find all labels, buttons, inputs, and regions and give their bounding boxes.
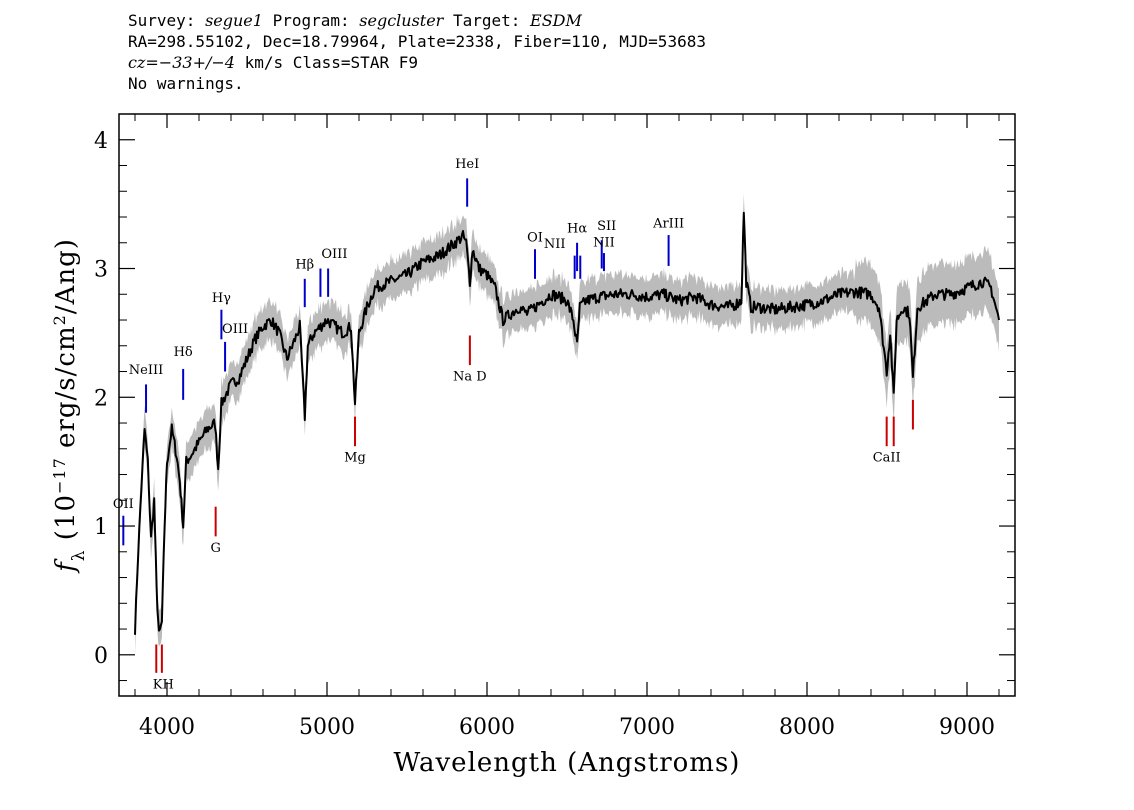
line-label-nii: NII (544, 237, 566, 252)
spectrum-header: Survey: segue1 Program: segcluster Targe… (128, 10, 706, 94)
line-label-caii: CaII (873, 451, 901, 466)
line-label-oii: OII (113, 497, 134, 512)
header-survey-part-5: ESDM (530, 11, 582, 30)
line-label-oiii: OIII (222, 322, 248, 337)
line-label-oiii: OIII (321, 247, 347, 262)
y-tick-label: 4 (94, 129, 108, 154)
header-survey-part-2: Program: (262, 11, 360, 30)
line-label-hei: HeI (455, 157, 479, 172)
line-label-neiii: NeIII (129, 363, 163, 378)
line-label-sii: SII (597, 219, 616, 234)
line-label-na-d: Na D (453, 370, 487, 385)
x-tick-label: 5000 (299, 715, 355, 740)
spectrum-line (134, 211, 1000, 635)
header-line-warnings: No warnings. (128, 74, 244, 93)
error-band-layer (135, 194, 999, 655)
line-label-oi: OI (527, 230, 543, 245)
ylabel-unit-b: erg/s/cm (51, 325, 81, 457)
y-tick-label: 2 (94, 386, 108, 411)
line-label-nii: NII (593, 236, 615, 251)
x-tick-label: 6000 (459, 715, 515, 740)
axis-ticks-layer: 4000 5000 6000 7000 8000 9000 0 1 2 3 4 (94, 114, 1015, 740)
line-label-kh: KH (153, 677, 174, 692)
ylabel-unit-c: /Ang) (51, 238, 81, 314)
line-label-hδ: Hδ (174, 345, 193, 360)
y-axis-title: fλ (10−17 erg/s/cm2/Ang) (50, 238, 90, 574)
line-label-mg: Mg (344, 451, 366, 466)
spectrum-layer (134, 211, 1000, 635)
ylabel-f: f (51, 558, 81, 574)
ylabel-squared: 2 (50, 314, 69, 325)
header-redshift-part-1: km/s Class=STAR F9 (234, 53, 418, 72)
y-tick-label: 0 (94, 644, 108, 669)
x-axis-title: Wavelength (Angstroms) (394, 748, 741, 778)
header-line-survey: Survey: segue1 Program: segcluster Targe… (128, 10, 706, 31)
header-line-coordinates: RA=298.55102, Dec=18.79964, Plate=2338, … (128, 32, 706, 51)
ylabel-unit-a: (10 (51, 494, 81, 550)
plot-frame (118, 113, 1016, 697)
line-label-ariii: ArIII (652, 216, 684, 231)
line-label-hβ: Hβ (295, 258, 314, 273)
header-line-redshift: cz=−33+/−4 km/s Class=STAR F9 (128, 52, 706, 73)
x-tick-label: 7000 (619, 715, 675, 740)
x-tick-label: 4000 (139, 715, 195, 740)
header-survey-part-1: segue1 (205, 11, 263, 30)
line-label-hα: Hα (567, 221, 587, 236)
line-label-g: G (210, 541, 220, 556)
ylabel-lambda: λ (69, 549, 89, 561)
header-redshift-part-0: cz=−33+/−4 (128, 53, 235, 72)
x-tick-label: 8000 (779, 715, 835, 740)
error-band (135, 194, 999, 655)
header-survey-part-0: Survey: (128, 11, 206, 30)
x-tick-label: 9000 (939, 715, 995, 740)
y-tick-label: 3 (94, 258, 108, 283)
header-survey-part-4: Target: (443, 11, 531, 30)
line-label-hγ: Hγ (212, 291, 231, 306)
header-survey-part-3: segcluster (359, 11, 444, 30)
ylabel-exponent: −17 (50, 457, 69, 494)
y-tick-label: 1 (94, 515, 108, 540)
